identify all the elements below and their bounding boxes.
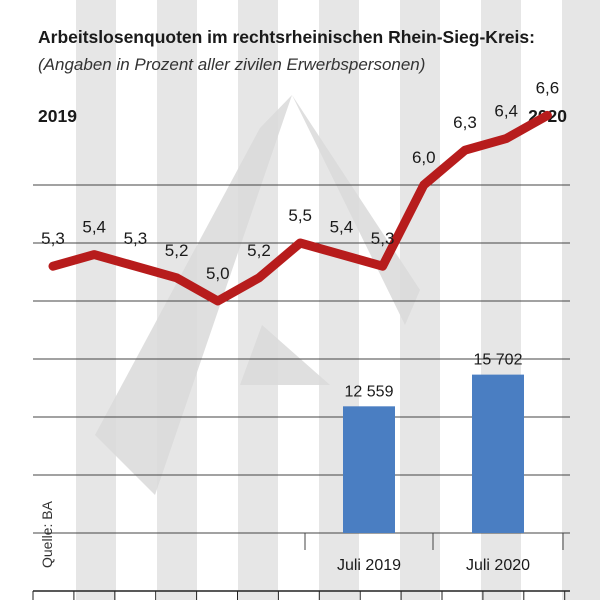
bg-stripe: [562, 0, 600, 600]
bar-value-label: 15 702: [474, 352, 523, 369]
bar-category-label: Juli 2020: [466, 557, 530, 574]
bg-stripe: [238, 0, 278, 600]
line-value-label: 5,0: [206, 264, 230, 283]
bar: [343, 406, 395, 533]
bar: [472, 374, 524, 533]
logo-watermark: [95, 95, 420, 495]
line-value-label: 5,4: [330, 218, 354, 237]
year-start-label: 2019: [38, 106, 77, 126]
bar-value-labels: 12 559 15 702: [345, 352, 523, 401]
bar-category-label: Juli 2019: [337, 557, 401, 574]
line-value-label: 5,2: [247, 241, 271, 260]
line-value-label: 5,2: [165, 241, 189, 260]
bg-stripe: [76, 0, 116, 600]
line-value-label: 6,6: [536, 78, 560, 97]
line-value-label: 6,4: [494, 102, 518, 121]
unemployment-rate-line: [48, 110, 552, 306]
line-value-label: 6,3: [453, 113, 477, 132]
bar-value-label: 12 559: [345, 383, 394, 400]
bar-category-labels: Juli 2019 Juli 2020: [304, 533, 564, 574]
line-value-label: 6,0: [412, 148, 436, 167]
line-value-label: 5,3: [124, 229, 148, 248]
line-value-label: 5,4: [82, 218, 106, 237]
line-value-labels: 5,3 5,4 5,3 5,2 5,0 5,2 5,5 5,4 5,3 6,0 6,3 6,4 6,6: [41, 78, 559, 283]
chart-subtitle: (Angaben in Prozent aller zivilen Erwerb…: [38, 55, 425, 74]
bar-series: [343, 374, 524, 533]
line-value-label: 5,5: [288, 206, 312, 225]
line-value-label: 5,3: [371, 229, 395, 248]
watermark-shape: [95, 95, 420, 495]
line-value-label: 5,3: [41, 229, 65, 248]
source-label: Quelle: BA: [39, 500, 55, 568]
chart-title: Arbeitslosenquoten im rechtsrheinischen …: [38, 27, 535, 47]
